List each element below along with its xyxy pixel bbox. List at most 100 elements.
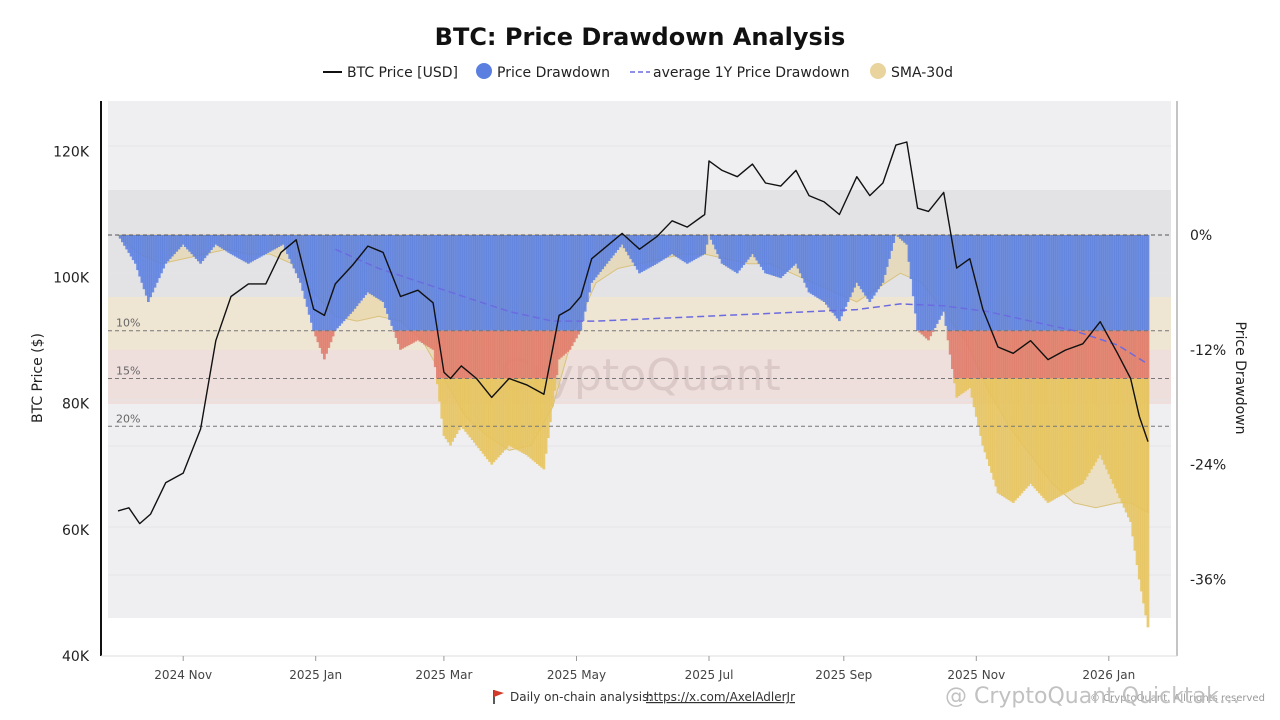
drawdown-segment-blue [468,235,472,331]
drawdown-segment-blue [492,235,496,331]
footer-link[interactable]: https://x.com/AxelAdlerJr [646,690,795,704]
drawdown-segment-blue [559,235,563,331]
drawdown-segment-blue [594,235,598,278]
drawdown-segment-blue [1114,235,1117,331]
drawdown-segment-blue [916,235,919,331]
drawdown-segment-yellow [1144,378,1148,616]
drawdown-segment-blue [888,235,891,259]
drawdown-segment-blue [675,235,678,257]
drawdown-segment-blue [542,235,546,331]
drawdown-segment-yellow [1040,378,1043,496]
drawdown-segment-blue [992,235,996,331]
drawdown-segment-blue [588,235,591,293]
drawdown-segment-red [522,330,526,379]
drawdown-segment-red [1014,330,1017,379]
drawdown-segment-yellow [983,378,987,453]
drawdown-segment-blue [1070,235,1074,331]
drawdown-segment-blue [788,235,791,270]
drawdown-segment-blue [136,235,139,271]
drawdown-segment-blue [1090,235,1093,331]
drawdown-segment-blue [1109,235,1113,331]
drawdown-segment-blue [555,235,559,331]
drawdown-segment-red [1092,330,1096,379]
drawdown-segment-blue [981,235,985,331]
drawdown-segment-yellow [1037,378,1041,494]
right-tick-label: -24% [1190,458,1226,474]
drawdown-segment-blue [1003,235,1006,331]
drawdown-segment-blue [629,235,633,259]
drawdown-segment-red [453,330,457,379]
drawdown-segment-yellow [977,378,980,427]
drawdown-segment-blue [212,235,215,248]
drawdown-segment-blue [186,235,189,250]
drawdown-segment-yellow [1083,378,1087,481]
drawdown-segment-blue [381,235,385,302]
drawdown-segment-blue [149,235,152,298]
drawdown-segment-blue [177,235,181,250]
drawdown-segment-blue [577,235,581,331]
drawdown-segment-blue [121,235,124,243]
drawdown-segment-blue [192,235,196,257]
drawdown-segment-yellow [1131,378,1135,537]
drawdown-segment-blue [273,235,276,250]
drawdown-segment-blue [1142,235,1145,331]
drawdown-segment-blue [312,235,315,331]
drawdown-segment-blue [722,235,726,266]
drawdown-segment-yellow [488,378,491,462]
drawdown-segment-red [1066,330,1069,379]
drawdown-segment-red [479,330,483,379]
drawdown-segment-blue [1133,235,1137,331]
drawdown-segment-blue [759,235,763,267]
drawdown-segment-yellow [1042,378,1046,499]
drawdown-segment-blue [735,235,739,274]
drawdown-segment-yellow [544,378,548,454]
drawdown-segment-blue [920,235,924,331]
drawdown-segment-blue [499,235,502,331]
drawdown-segment-red [990,330,993,379]
drawdown-segment-red [407,330,411,346]
drawdown-segment-yellow [1133,378,1137,551]
drawdown-segment-yellow [1009,378,1013,502]
drawdown-segment-blue [342,235,346,322]
drawdown-segment-blue [414,235,418,331]
drawdown-segment-blue [1051,235,1054,331]
drawdown-segment-red [974,330,978,379]
drawdown-segment-yellow [1137,378,1141,580]
drawdown-segment-blue [305,235,309,307]
flag-icon [494,690,504,697]
avg-drawdown-layer [334,248,1149,365]
drawdown-segment-red [555,330,559,376]
drawdown-segment-blue [729,235,733,270]
drawdown-segment-blue [520,235,524,331]
drawdown-segment-blue [766,235,770,274]
drawdown-segment-blue [770,235,774,276]
drawdown-segment-blue [866,235,870,299]
drawdown-segment-blue [425,235,428,331]
drawdown-segment-blue [1027,235,1030,331]
drawdown-segment-red [403,330,407,348]
drawdown-segment-blue [872,235,876,296]
drawdown-segment-red [1009,330,1013,379]
drawdown-segment-red [1033,330,1037,379]
drawdown-segment-red [473,330,476,379]
drawdown-segment-red [1135,330,1139,379]
drawdown-segment-blue [792,235,796,266]
drawdown-segment-blue [314,235,318,331]
drawdown-segment-red [994,330,998,379]
drawdown-segment-blue [596,235,600,275]
drawdown-segment-blue [1098,235,1102,331]
drawdown-segment-yellow [992,378,996,480]
drawdown-segment-yellow [549,378,552,423]
drawdown-segment-blue [762,235,765,271]
drawdown-segment-yellow [1014,378,1017,501]
drawdown-segment-blue [922,235,926,331]
drawdown-segment-yellow [473,378,476,443]
drawdown-segment-blue [188,235,192,252]
drawdown-segment-blue [490,235,494,331]
drawdown-segment-red [1044,330,1048,379]
drawdown-segment-blue [1120,235,1124,331]
drawdown-segment-blue [1066,235,1069,331]
drawdown-segment-yellow [998,378,1002,495]
drawdown-segment-red [1114,330,1117,379]
drawdown-segment-blue [255,235,259,259]
